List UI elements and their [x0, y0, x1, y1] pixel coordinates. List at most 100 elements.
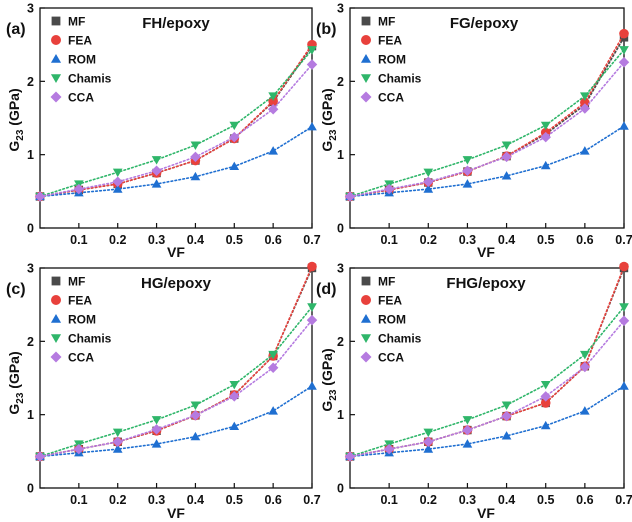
- x-tick-label: 0.4: [187, 233, 204, 247]
- x-tick-label: 0.3: [148, 493, 165, 507]
- legend-marker-cca: [50, 351, 62, 363]
- y-tick-label: 3: [27, 262, 34, 276]
- point-chamis: [619, 46, 629, 55]
- legend-marker-mf: [361, 16, 371, 26]
- legend-label-chamis: Chamis: [378, 72, 422, 86]
- y-tick-label: 3: [337, 262, 344, 276]
- y-tick-label: 0: [27, 482, 34, 496]
- legend-label-mf: MF: [68, 15, 85, 29]
- point-rom: [462, 439, 473, 448]
- point-chamis: [151, 416, 162, 425]
- y-axis-label-main: G: [319, 141, 335, 152]
- point-chamis: [268, 350, 278, 360]
- x-tick-label: 0.7: [303, 233, 320, 247]
- point-cca: [462, 424, 473, 436]
- chart-title: HG/epoxy: [141, 275, 212, 292]
- legend-label-cca: CCA: [378, 351, 404, 365]
- legend-marker-rom: [360, 313, 372, 323]
- legend-label-rom: ROM: [68, 313, 96, 327]
- panel-label: (c): [6, 281, 26, 298]
- point-cca: [618, 57, 630, 68]
- x-tick-label: 0.5: [537, 233, 554, 247]
- y-axis-label: G23 (GPa): [319, 88, 339, 151]
- x-tick-label: 0.7: [615, 493, 632, 507]
- x-tick-label: 0.6: [576, 233, 593, 247]
- legend-label-mf: MF: [378, 15, 395, 29]
- point-cca: [306, 314, 318, 326]
- y-axis-label: G23 (GPa): [6, 351, 26, 414]
- point-chamis: [501, 401, 512, 410]
- y-axis-label-unit: (GPa): [319, 88, 335, 129]
- x-tick-label: 0.6: [264, 493, 281, 507]
- point-chamis: [423, 428, 434, 438]
- point-cca: [423, 176, 434, 188]
- point-cca: [540, 391, 551, 402]
- legend-marker-chamis: [360, 334, 372, 344]
- point-chamis: [229, 121, 240, 131]
- series-line-cca: [39, 63, 313, 198]
- point-rom: [229, 161, 240, 171]
- point-chamis: [307, 303, 317, 312]
- x-tick-label: 0.5: [226, 233, 243, 247]
- point-rom: [580, 406, 590, 415]
- point-cca: [579, 361, 591, 373]
- point-fea: [307, 261, 317, 272]
- y-tick-label: 2: [337, 75, 344, 89]
- panel-label: (a): [6, 21, 26, 38]
- legend-marker-chamis: [50, 74, 62, 84]
- chart-title: FH/epoxy: [142, 15, 210, 32]
- point-cca: [501, 151, 512, 163]
- point-cca: [579, 103, 591, 114]
- legend-marker-rom: [360, 53, 372, 63]
- point-rom: [501, 171, 512, 180]
- point-cca: [190, 410, 201, 421]
- point-cca: [267, 362, 279, 373]
- legend-label-fea: FEA: [378, 294, 402, 308]
- y-tick-label: 2: [337, 335, 344, 349]
- point-chamis: [268, 92, 278, 101]
- x-tick-label: 0.5: [537, 493, 554, 507]
- point-cca: [344, 451, 356, 462]
- point-cca: [229, 131, 240, 143]
- point-cca: [34, 191, 46, 202]
- y-tick-label: 3: [27, 2, 34, 16]
- point-cca: [540, 131, 551, 143]
- series-line-chamis: [349, 48, 625, 198]
- y-axis-label-main: G: [6, 141, 22, 152]
- legend-label-cca: CCA: [68, 91, 94, 105]
- y-tick-label: 1: [337, 148, 344, 162]
- y-tick-label: 1: [27, 148, 34, 162]
- legend-marker-fea: [51, 295, 61, 305]
- point-chamis: [190, 401, 201, 410]
- y-axis-label-sub: 23: [328, 389, 339, 401]
- point-fea: [619, 261, 629, 272]
- panel-label: (d): [316, 281, 336, 298]
- point-chamis: [307, 46, 317, 55]
- x-tick-label: 0.2: [420, 493, 437, 507]
- point-fea: [540, 398, 551, 408]
- point-chamis: [112, 428, 123, 438]
- series-line-mf: [39, 45, 313, 198]
- point-rom: [151, 439, 162, 448]
- legend-label-chamis: Chamis: [68, 72, 112, 86]
- legend-marker-fea: [361, 295, 371, 305]
- point-cca: [112, 176, 123, 188]
- series-line-chamis: [39, 48, 313, 198]
- point-rom: [268, 146, 278, 155]
- point-cca: [462, 165, 473, 177]
- plot-frame: [349, 7, 625, 229]
- legend-label-fea: FEA: [68, 294, 92, 308]
- series-line-rom: [349, 385, 625, 458]
- svg-text:G23 (GPa): G23 (GPa): [6, 351, 26, 414]
- point-rom: [307, 381, 317, 390]
- series-line-chamis: [39, 306, 313, 458]
- y-tick-label: 2: [27, 75, 34, 89]
- panel-b: (b) FG/epoxy G23 (GPa) VF 0.1 0.2 0.3 0.4 0.…: [316, 2, 632, 261]
- legend-label-chamis: Chamis: [68, 332, 112, 346]
- x-axis-label: VF: [477, 244, 495, 260]
- legend-marker-chamis: [360, 74, 372, 84]
- point-cca: [112, 436, 123, 448]
- x-axis-label: VF: [167, 244, 185, 260]
- x-tick-label: 0.7: [615, 233, 632, 247]
- point-chamis: [229, 380, 240, 390]
